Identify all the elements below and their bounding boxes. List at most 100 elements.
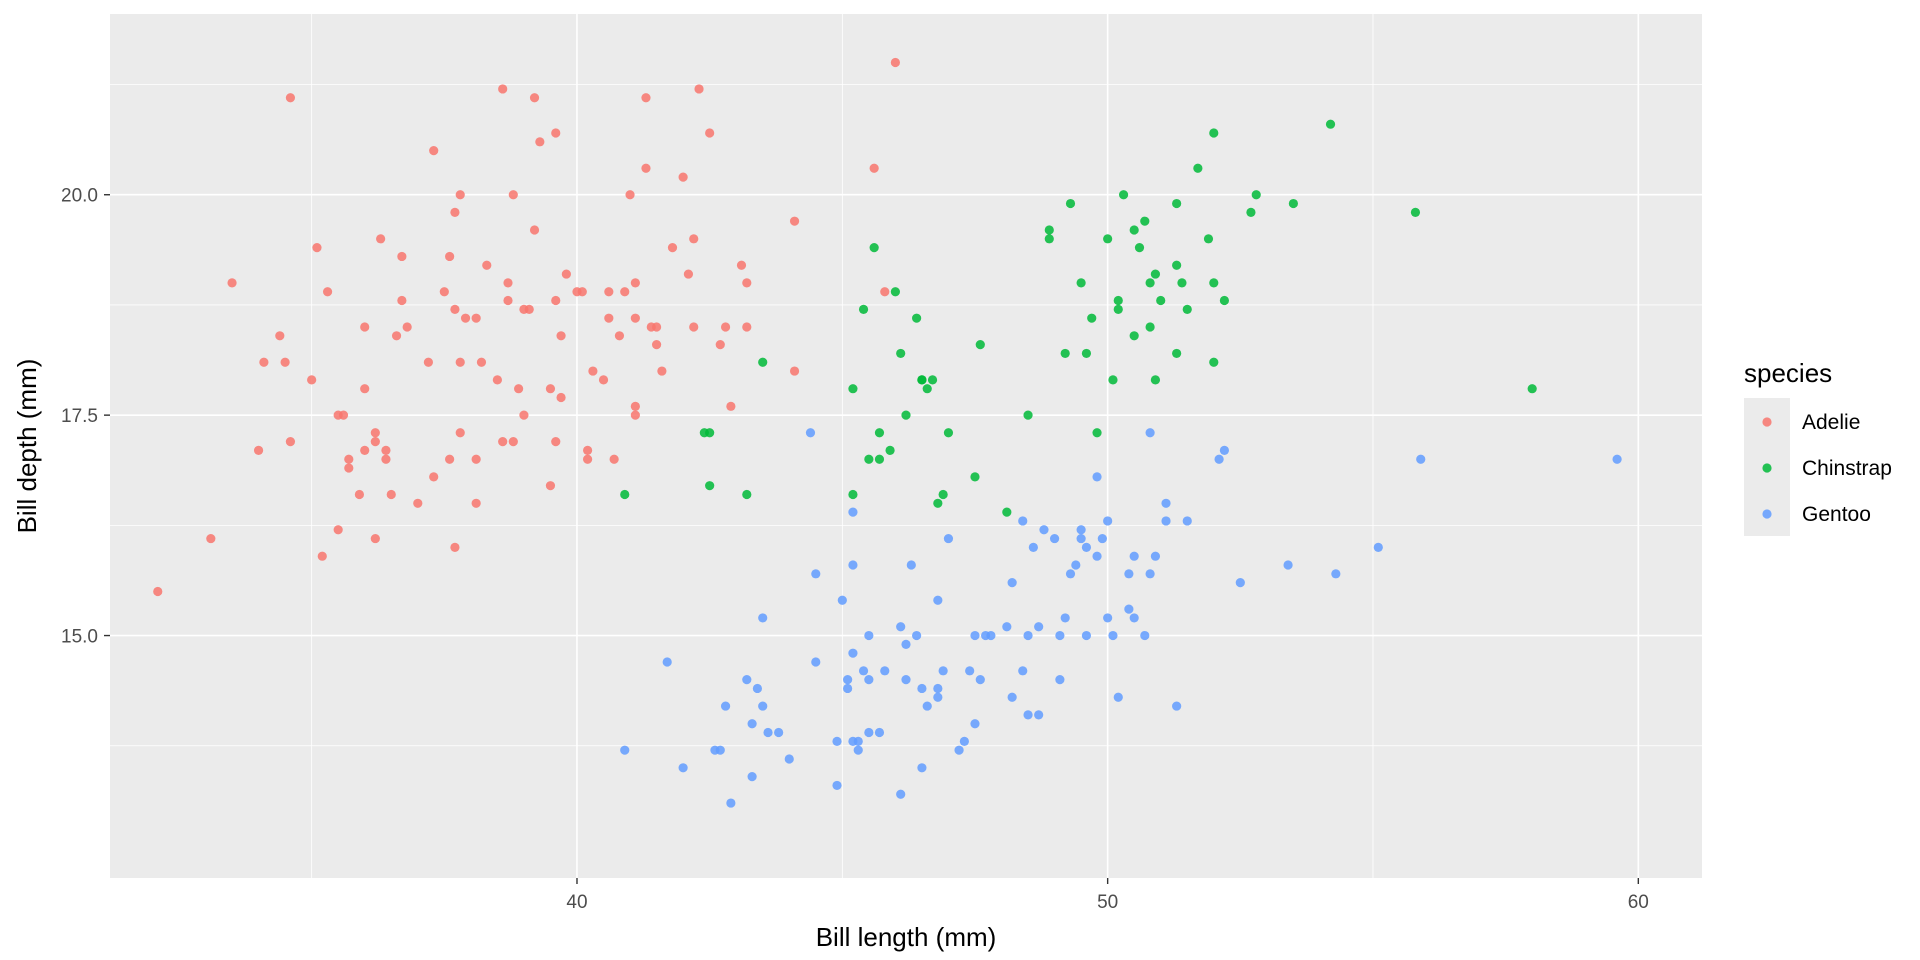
- data-point-gentoo: [1034, 622, 1044, 632]
- data-point-adelie: [630, 401, 640, 411]
- data-point-gentoo: [874, 727, 885, 738]
- data-point-adelie: [455, 190, 465, 200]
- data-point-chinstrap: [1044, 225, 1054, 235]
- data-point-chinstrap: [858, 304, 869, 314]
- data-point-gentoo: [1081, 630, 1092, 641]
- data-point-chinstrap: [938, 489, 948, 500]
- minor-gridlines: [110, 14, 1702, 878]
- data-point-chinstrap: [1172, 198, 1182, 209]
- plot-panel: [110, 14, 1702, 878]
- data-point-gentoo: [1034, 710, 1044, 720]
- data-point-chinstrap: [1145, 278, 1155, 288]
- data-point-adelie: [227, 278, 237, 288]
- data-point-gentoo: [1055, 675, 1065, 685]
- data-point-adelie: [689, 322, 699, 332]
- data-point-adelie: [625, 190, 635, 200]
- data-point-adelie: [561, 269, 571, 279]
- data-point-gentoo: [1416, 454, 1426, 464]
- data-point-adelie: [588, 366, 598, 376]
- axis-ticks: [104, 194, 1640, 884]
- data-point-gentoo: [811, 657, 821, 667]
- data-point-adelie: [450, 207, 460, 217]
- data-point-gentoo: [1028, 542, 1038, 552]
- data-point-gentoo: [843, 683, 853, 694]
- data-point-gentoo: [1108, 630, 1118, 641]
- data-point-gentoo: [938, 666, 948, 676]
- data-point-adelie: [344, 463, 354, 473]
- data-point-gentoo: [1373, 542, 1383, 552]
- data-point-chinstrap: [970, 472, 980, 482]
- data-point-adelie: [450, 304, 460, 314]
- x-axis-title: Bill length (mm): [816, 922, 997, 952]
- data-point-gentoo: [970, 630, 980, 641]
- data-point-adelie: [529, 225, 540, 235]
- data-point-adelie: [445, 251, 455, 262]
- data-point-chinstrap: [1172, 260, 1182, 270]
- data-point-adelie: [583, 454, 593, 464]
- data-point-adelie: [455, 357, 465, 367]
- x-tick-label: 60: [1628, 892, 1649, 913]
- data-point-gentoo: [880, 666, 890, 676]
- data-point-gentoo: [1065, 569, 1076, 579]
- data-point-adelie: [439, 287, 449, 297]
- data-point-adelie: [604, 287, 614, 297]
- data-point-gentoo: [1039, 525, 1049, 535]
- data-point-adelie: [726, 401, 736, 411]
- data-point-adelie: [556, 392, 566, 403]
- data-point-gentoo: [747, 772, 757, 782]
- data-point-adelie: [609, 454, 619, 464]
- data-point-chinstrap: [1251, 190, 1261, 200]
- data-point-adelie: [694, 84, 704, 94]
- data-point-adelie: [275, 331, 285, 341]
- data-point-gentoo: [1161, 516, 1171, 526]
- data-point-adelie: [391, 331, 402, 341]
- data-point-chinstrap: [1209, 128, 1219, 138]
- data-point-adelie: [429, 472, 439, 482]
- data-point-gentoo: [1161, 498, 1171, 508]
- data-point-adelie: [678, 172, 688, 182]
- data-point-adelie: [423, 357, 433, 367]
- data-point-gentoo: [715, 745, 725, 755]
- data-point-chinstrap: [1177, 278, 1187, 288]
- y-tick-label: 17.5: [61, 406, 98, 427]
- data-point-adelie: [317, 551, 327, 561]
- y-tick-labels: 15.0 17.5 20.0: [61, 186, 98, 648]
- data-point-adelie: [397, 295, 407, 306]
- data-point-gentoo: [1182, 516, 1192, 526]
- data-point-adelie: [429, 146, 439, 156]
- series-adelie: [153, 57, 900, 597]
- data-point-gentoo: [1172, 701, 1182, 711]
- data-point-adelie: [630, 278, 640, 288]
- data-point-chinstrap: [1325, 119, 1336, 129]
- data-point-gentoo: [1145, 428, 1155, 438]
- data-point-adelie: [354, 489, 365, 500]
- legend-key-adelie: [1762, 417, 1772, 427]
- data-point-gentoo: [758, 701, 768, 711]
- data-point-adelie: [450, 542, 460, 552]
- data-point-gentoo: [912, 630, 922, 641]
- data-point-gentoo: [726, 798, 736, 808]
- data-point-gentoo: [848, 507, 858, 517]
- data-point-chinstrap: [1140, 216, 1150, 226]
- data-point-gentoo: [1092, 551, 1102, 561]
- data-point-adelie: [890, 57, 900, 68]
- data-point-adelie: [651, 340, 662, 350]
- data-point-adelie: [471, 498, 481, 508]
- data-point-gentoo: [853, 745, 863, 755]
- data-point-adelie: [705, 128, 715, 138]
- data-point-gentoo: [1023, 630, 1033, 641]
- data-point-gentoo: [986, 630, 996, 641]
- data-point-chinstrap: [705, 481, 715, 491]
- data-point-adelie: [360, 384, 370, 394]
- data-point-adelie: [413, 498, 423, 508]
- data-point-adelie: [583, 445, 593, 456]
- data-point-gentoo: [970, 719, 980, 729]
- data-point-chinstrap: [1092, 428, 1102, 438]
- legend-label-gentoo: Gentoo: [1802, 503, 1871, 526]
- data-point-chinstrap: [1182, 304, 1192, 314]
- data-point-chinstrap: [933, 498, 943, 508]
- y-tick-label: 20.0: [61, 186, 98, 207]
- data-point-adelie: [630, 410, 640, 420]
- data-point-adelie: [524, 304, 534, 314]
